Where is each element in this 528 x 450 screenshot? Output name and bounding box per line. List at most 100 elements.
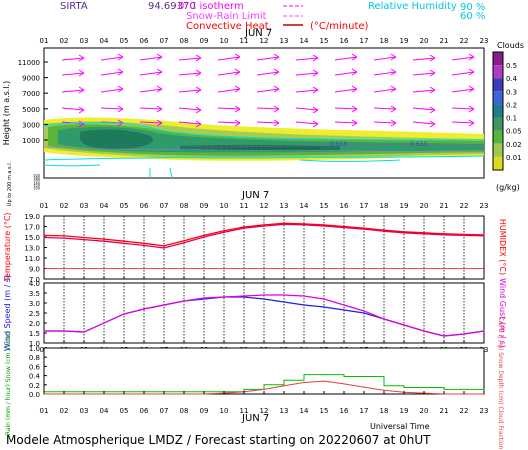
data-point xyxy=(403,386,405,389)
data-point xyxy=(323,225,325,227)
wind-arrow-head xyxy=(156,85,163,93)
contour-label-2: 0.610 xyxy=(410,141,427,148)
lower-ytick-label: 180 xyxy=(33,176,40,180)
data-point xyxy=(483,235,485,237)
hour-label: 09 xyxy=(200,407,209,415)
wind-arrow-head xyxy=(195,86,202,94)
data-point xyxy=(283,301,285,303)
data-point xyxy=(143,244,145,246)
rh-contour xyxy=(43,164,101,167)
colorbar-swatch xyxy=(493,117,503,131)
hour-label: 12 xyxy=(260,37,269,45)
hour-label: 17 xyxy=(360,37,369,45)
hour-label: 13 xyxy=(280,202,289,210)
data-point xyxy=(403,324,405,326)
data-point xyxy=(423,330,425,332)
wind-arrow xyxy=(412,107,436,111)
hour-label: 13 xyxy=(280,37,289,45)
data-point xyxy=(443,233,445,235)
data-point xyxy=(263,225,265,227)
wind-arrow-head xyxy=(273,53,280,61)
wind-arrow-head xyxy=(273,119,280,127)
wind-arrow-head xyxy=(429,106,436,114)
wind-arrow xyxy=(295,121,319,125)
wind-arrow xyxy=(256,56,280,61)
ytick-label: 19.0 xyxy=(24,213,40,221)
data-point xyxy=(363,228,365,230)
wind-arrow xyxy=(412,72,436,76)
data-point xyxy=(323,298,325,300)
wind-arrow-head xyxy=(468,105,475,113)
hour-label: 06 xyxy=(140,37,149,45)
hour-label: 07 xyxy=(160,202,169,210)
lower-ytick-label: 140 xyxy=(33,181,40,185)
hour-label: 19 xyxy=(400,37,409,45)
hour-label: 10 xyxy=(220,202,229,210)
wind-arrow-head xyxy=(312,69,319,77)
data-point xyxy=(343,309,345,311)
wind-arrow xyxy=(295,107,319,111)
wind-arrow-head xyxy=(156,53,163,61)
wind-arrow xyxy=(178,89,202,93)
clouds-lower-ylabel: Up to 200 m a.s.l. xyxy=(7,161,13,206)
ytick-label: 1.5 xyxy=(29,330,40,338)
data-point xyxy=(243,227,245,229)
wind-arrow-head xyxy=(468,53,475,61)
wind-arrow xyxy=(256,71,280,76)
hour-label: 14 xyxy=(300,202,309,210)
temperature-ylabel: Temperature (°C) xyxy=(3,212,12,282)
data-point xyxy=(143,242,145,244)
hour-label: 17 xyxy=(360,202,369,210)
hour-label: 15 xyxy=(320,202,329,210)
cape-ylabel: CAPE (J / g) Snow Depth (cm) Cloud Fract… xyxy=(497,317,504,450)
ytick-label: 0.6 xyxy=(29,363,41,371)
data-point xyxy=(443,388,445,390)
data-point xyxy=(163,245,165,247)
legend-convective-label: Convective Heat. xyxy=(186,21,272,32)
colorbar-swatch xyxy=(493,65,503,79)
hour-label: 01 xyxy=(40,407,49,415)
wind-arrow-head xyxy=(429,120,436,128)
data-point xyxy=(443,335,445,337)
data-point xyxy=(283,379,285,381)
rain-panel: Rain (mm / hour) Snow (cm / hour) CAPE (… xyxy=(5,317,504,450)
colorbar-swatch xyxy=(493,156,503,170)
wind-arrow xyxy=(451,71,475,76)
data-point xyxy=(383,230,385,232)
hour-labels-bottom: 01 02 03 04 05 06 07 08 09 10 11 12 13 14 15 16 17 18 19 20… xyxy=(40,407,489,415)
colorbar-swatch xyxy=(493,91,503,105)
hour-label: 02 xyxy=(60,202,69,210)
wind-arrow xyxy=(334,121,358,124)
data-point xyxy=(363,310,365,312)
wind-arrow-head xyxy=(195,69,202,77)
hour-label: 03 xyxy=(80,407,89,415)
wind-arrow-head xyxy=(468,85,475,93)
clouds-ytick-label: 11000 xyxy=(18,59,40,67)
wind-arrow xyxy=(139,71,163,76)
hour-label: 16 xyxy=(340,202,349,210)
hour-label: 07 xyxy=(160,407,169,415)
wind-arrow xyxy=(412,121,436,125)
rh-contour xyxy=(43,122,485,141)
data-point xyxy=(423,386,425,389)
isotherm-line xyxy=(199,145,485,149)
hour-label: 23 xyxy=(480,37,489,45)
wind-arrow xyxy=(217,107,241,110)
wind-arrow-head xyxy=(351,68,358,76)
data-point xyxy=(203,234,205,237)
data-point xyxy=(263,224,265,226)
wind-arrow-head xyxy=(234,53,241,61)
wind-arrow-head xyxy=(351,85,358,93)
wind-arrow-head xyxy=(351,105,358,113)
wind-arrow xyxy=(256,121,280,124)
data-point xyxy=(423,232,425,234)
data-point xyxy=(383,385,385,387)
ytick-label: 4.0 xyxy=(29,280,40,288)
data-point xyxy=(43,330,45,332)
hour-label: 03 xyxy=(80,202,89,210)
wind-arrow xyxy=(373,56,397,61)
wind-arrow-head xyxy=(312,54,319,62)
legend-snow-label: Snow-Rain Limit xyxy=(186,11,267,22)
wind-arrow-head xyxy=(429,69,436,77)
